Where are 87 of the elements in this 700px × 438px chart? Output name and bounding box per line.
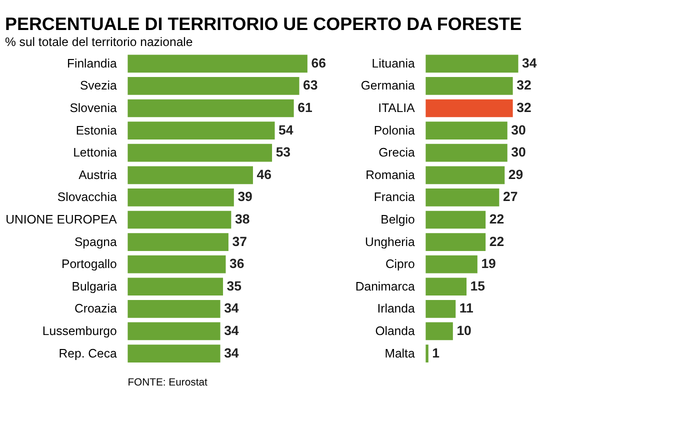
bar <box>128 99 294 118</box>
y-tick-label: Polonia <box>374 123 415 138</box>
data-label: 39 <box>238 189 252 204</box>
bar <box>426 300 456 318</box>
bar <box>426 77 513 95</box>
bar <box>426 255 478 274</box>
y-tick-label: Austria <box>78 168 117 182</box>
y-tick-label: Cipro <box>385 257 415 272</box>
data-label: 22 <box>489 212 504 227</box>
y-tick-label: Olanda <box>375 324 415 338</box>
y-tick-label: Bulgaria <box>72 279 117 294</box>
bar <box>128 322 220 340</box>
y-tick-label: Croazia <box>74 302 117 316</box>
y-tick-label: Malta <box>384 346 415 360</box>
bar <box>426 233 486 251</box>
y-tick-label: Lussemburgo <box>42 324 117 338</box>
y-tick-label: Danimarca <box>355 279 415 294</box>
bar <box>426 344 428 362</box>
data-label: 54 <box>278 122 294 138</box>
data-label: 15 <box>470 278 486 294</box>
data-label: 30 <box>511 144 526 160</box>
y-tick-label: Estonia <box>76 123 117 138</box>
data-label: 63 <box>303 78 318 93</box>
y-tick-label: Rep. Ceca <box>58 346 117 360</box>
source-note: FONTE: Eurostat <box>128 377 208 388</box>
y-tick-label: Grecia <box>378 146 415 160</box>
y-tick-label: Ungheria <box>364 234 415 249</box>
data-label: 53 <box>276 144 291 160</box>
bar <box>426 99 513 118</box>
y-tick-label: Lettonia <box>73 146 117 160</box>
bar <box>128 344 220 362</box>
data-label: 34 <box>522 55 538 70</box>
bar <box>426 144 508 162</box>
bar <box>128 54 308 73</box>
chart-title: PERCENTUALE DI TERRITORIO UE COPERTO DA FORESTE <box>4 14 522 34</box>
y-tick-label: Slovacchia <box>57 190 117 204</box>
bar <box>426 54 518 73</box>
bar <box>426 322 453 340</box>
bar <box>426 210 486 229</box>
bar <box>128 122 275 140</box>
data-label: 11 <box>459 300 474 316</box>
y-tick-label: Portogallo <box>62 257 117 272</box>
bar <box>128 255 226 274</box>
data-label: 29 <box>508 166 524 182</box>
bar <box>128 233 228 251</box>
data-label: 30 <box>511 122 526 138</box>
bar <box>128 300 220 318</box>
data-label: 46 <box>256 166 272 182</box>
bar <box>128 210 232 229</box>
bar <box>426 122 508 140</box>
y-tick-label: Belgio <box>380 212 415 227</box>
bar <box>128 278 224 296</box>
data-label: 34 <box>224 300 240 316</box>
data-label: 38 <box>234 212 250 227</box>
y-tick-label: Irlanda <box>377 302 415 316</box>
bar <box>128 188 234 206</box>
data-label: 10 <box>456 323 472 338</box>
data-label: 36 <box>230 256 244 272</box>
y-tick-label: Spagna <box>74 234 117 249</box>
data-label: 37 <box>232 234 247 249</box>
data-label: 1 <box>432 345 440 360</box>
y-tick-label: Slovenia <box>70 101 117 116</box>
y-tick-label: Finlandia <box>66 56 117 70</box>
data-label: 35 <box>226 278 242 294</box>
y-tick-label: Germania <box>360 78 415 93</box>
bar <box>426 188 500 206</box>
bar <box>426 278 467 296</box>
y-tick-label: Svezia <box>80 78 117 93</box>
data-label: 19 <box>481 256 496 272</box>
data-label: 34 <box>224 345 240 360</box>
data-label: 61 <box>298 100 312 116</box>
bar <box>128 77 300 95</box>
y-tick-label: Romania <box>366 168 415 182</box>
y-tick-label: Francia <box>374 190 415 204</box>
bar <box>128 166 253 184</box>
data-label: 66 <box>311 55 326 70</box>
bar <box>128 144 272 162</box>
data-label: 22 <box>489 234 504 249</box>
y-tick-label: UNIONE EUROPEA <box>6 212 118 227</box>
chart-subtitle: % sul totale del territorio nazionale <box>4 34 193 49</box>
y-tick-label: ITALIA <box>378 101 416 116</box>
data-label: 32 <box>516 78 532 93</box>
data-label: 34 <box>224 323 240 338</box>
y-tick-label: Lituania <box>372 56 415 70</box>
data-label: 27 <box>502 189 518 204</box>
bar <box>426 166 505 184</box>
data-label: 32 <box>516 100 532 116</box>
